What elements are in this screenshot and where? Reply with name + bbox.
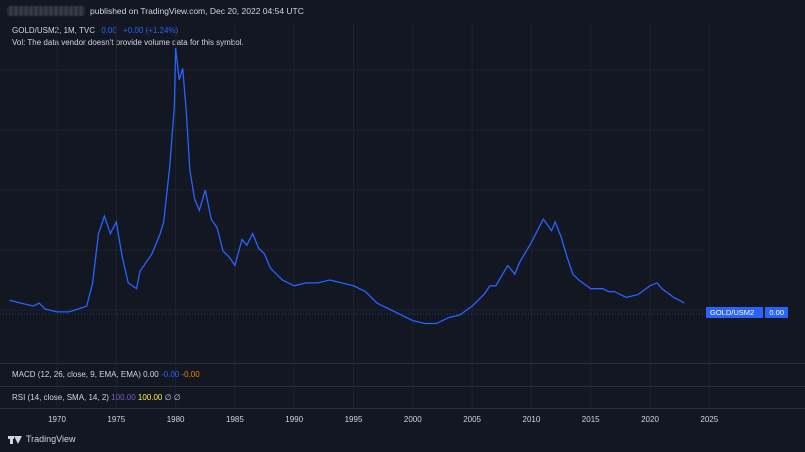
x-tick-label: 2010	[522, 415, 541, 424]
macd-value-3: -0.00	[181, 370, 200, 379]
price-tag-symbol: GOLD/USM2	[706, 307, 764, 318]
volume-note: Vol: The data vendor doesn't provide vol…	[12, 38, 244, 47]
macd-legend[interactable]: MACD (12, 26, close, 9, EMA, EMA) 0.00 -…	[12, 370, 200, 379]
footer-brand[interactable]: TradingView	[8, 434, 76, 444]
x-tick-label: 1980	[166, 415, 185, 424]
last-value: 0.00	[101, 26, 117, 35]
x-tick-label: 1975	[107, 415, 126, 424]
published-info: published on TradingView.com, Dec 20, 20…	[90, 6, 304, 16]
price-axis-tag: GOLD/USM2 0.00	[706, 307, 788, 318]
x-tick-label: 2020	[641, 415, 659, 424]
brand-name: TradingView	[26, 434, 76, 444]
x-tick-label: 1985	[225, 415, 244, 424]
x-tick-label: 1995	[344, 415, 363, 424]
x-tick-label: 2005	[463, 415, 481, 424]
x-tick-label: 1990	[285, 415, 304, 424]
x-tick-label: 2015	[581, 415, 600, 424]
top-bar: published on TradingView.com, Dec 20, 20…	[0, 0, 805, 22]
gold-usm2-line	[9, 47, 685, 325]
macd-value-2: -0.00	[160, 370, 180, 379]
tradingview-logo-icon	[8, 435, 22, 444]
x-tick-label: 1970	[48, 415, 66, 424]
x-tick-label: 2025	[700, 415, 719, 424]
macd-value-1: 0.00	[143, 370, 159, 379]
price-tag-value: 0.00	[765, 307, 788, 318]
rsi-label: RSI (14, close, SMA, 14, 2)	[12, 393, 109, 402]
author-name-redacted	[7, 6, 85, 16]
pane-separator[interactable]	[0, 363, 805, 364]
rsi-value-3: ∅	[164, 393, 172, 402]
rsi-legend[interactable]: RSI (14, close, SMA, 14, 2) 100.00 100.0…	[12, 393, 181, 402]
change-value: +0.00 (+1.24%)	[123, 26, 179, 35]
rsi-value-1: 100.00	[111, 393, 136, 402]
price-series	[9, 47, 685, 325]
rsi-value-2: 100.00	[137, 393, 163, 402]
macd-label: MACD (12, 26, close, 9, EMA, EMA)	[12, 370, 141, 379]
symbol-name[interactable]: GOLD/USM2, 1M, TVC	[12, 26, 95, 35]
symbol-legend[interactable]: GOLD/USM2, 1M, TVC 0.00 +0.00 (+1.24%)	[12, 26, 178, 35]
rsi-value-4: ∅	[173, 393, 181, 402]
pane-separator[interactable]	[0, 386, 805, 387]
pane-separator[interactable]	[0, 408, 805, 409]
chart-grid	[0, 22, 710, 408]
x-tick-label: 2000	[403, 415, 422, 424]
